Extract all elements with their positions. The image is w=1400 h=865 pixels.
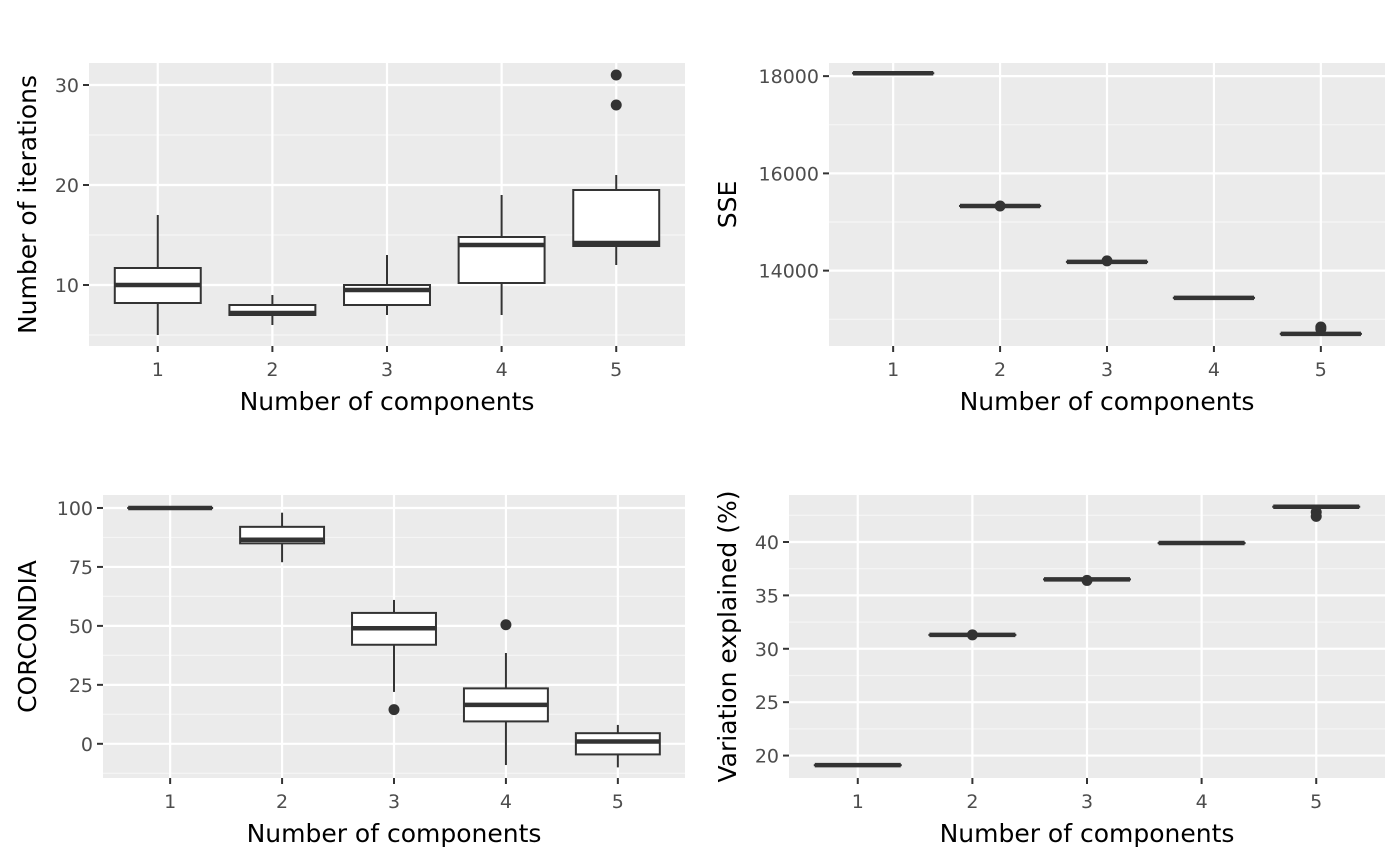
chart-panel-4: 20 25 30 35 40 1 2 3 4 5 Number of components Varia…	[713, 491, 1385, 848]
box-5	[572, 69, 661, 265]
box-3	[343, 255, 431, 315]
x-tick-label: 3	[1101, 359, 1113, 381]
x-tick-label: 2	[966, 791, 978, 813]
box-4	[457, 195, 546, 315]
box-body	[572, 189, 661, 247]
outlier-point	[966, 629, 978, 641]
box-5	[574, 724, 661, 768]
x-axis-title: Number of components	[960, 387, 1255, 416]
x-tick-label: 1	[852, 791, 864, 813]
outlier-point	[994, 200, 1006, 212]
chart-panel-2: 14000 16000 18000 1 2 3 4 5 Number of components…	[713, 63, 1385, 416]
x-tick-label: 4	[1196, 791, 1208, 813]
outlier-point	[1081, 574, 1093, 586]
x-tick-label: 3	[388, 791, 400, 813]
box-2	[228, 295, 317, 325]
box-2	[958, 200, 1042, 212]
x-tick-label: 3	[1081, 791, 1093, 813]
outlier-point	[388, 704, 400, 716]
box-5	[1272, 504, 1361, 522]
y-tick-label: 30	[55, 75, 79, 97]
box-3	[1065, 255, 1149, 267]
outlier-point	[1101, 255, 1113, 267]
outlier-point	[610, 99, 622, 111]
x-tick-label: 4	[500, 791, 512, 813]
x-tick-label: 4	[1208, 359, 1220, 381]
y-tick-label: 20	[755, 746, 779, 768]
outlier-point	[1310, 510, 1322, 522]
outlier-point	[500, 619, 512, 631]
box-2	[928, 629, 1017, 641]
outlier-point	[1315, 323, 1327, 335]
box-5	[1279, 321, 1362, 337]
y-tick-label: 40	[755, 532, 779, 554]
box-2	[239, 512, 326, 563]
x-tick-label: 2	[276, 791, 288, 813]
x-axis-title: Number of components	[247, 819, 542, 848]
y-tick-label: 18000	[759, 66, 819, 88]
x-tick-label: 5	[1315, 359, 1327, 381]
box-body	[574, 732, 661, 756]
y-tick-label: 25	[69, 675, 93, 697]
y-axis-title: Variation explained (%)	[713, 491, 742, 783]
y-tick-label: 16000	[759, 163, 819, 185]
x-axis-title: Number of components	[940, 819, 1235, 848]
x-tick-label: 2	[994, 359, 1006, 381]
x-tick-label: 3	[381, 359, 393, 381]
chart-panel-1: 10 20 30 1 2 3 4 5 Number of components Number of…	[13, 63, 685, 416]
chart-panel-3: 0 25 50 75 100 1 2 3 4 5 Number of components CORCO…	[13, 495, 685, 848]
y-tick-label: 14000	[759, 261, 819, 283]
x-tick-label: 2	[266, 359, 278, 381]
x-tick-label: 1	[887, 359, 899, 381]
box-3	[1043, 574, 1131, 586]
x-tick-label: 1	[164, 791, 176, 813]
x-tick-label: 5	[1310, 791, 1322, 813]
outlier-point	[610, 69, 622, 81]
y-tick-label: 30	[755, 639, 779, 661]
y-tick-label: 75	[69, 557, 93, 579]
box-4	[462, 619, 549, 766]
box-3	[351, 599, 437, 716]
x-tick-label: 5	[610, 359, 622, 381]
x-tick-label: 1	[152, 359, 164, 381]
y-axis-title: SSE	[713, 181, 742, 229]
y-tick-label: 25	[755, 692, 779, 714]
x-axis-title: Number of components	[240, 387, 535, 416]
box-1	[113, 215, 202, 335]
y-tick-label: 50	[69, 616, 93, 638]
y-tick-label: 0	[81, 734, 93, 756]
y-tick-label: 100	[57, 498, 93, 520]
y-tick-label: 20	[55, 175, 79, 197]
y-tick-label: 10	[55, 275, 79, 297]
x-tick-label: 5	[612, 791, 624, 813]
y-axis-title: Number of iterations	[13, 75, 42, 334]
y-axis-title: CORCONDIA	[13, 560, 42, 713]
x-tick-label: 4	[496, 359, 508, 381]
y-tick-label: 35	[755, 585, 779, 607]
